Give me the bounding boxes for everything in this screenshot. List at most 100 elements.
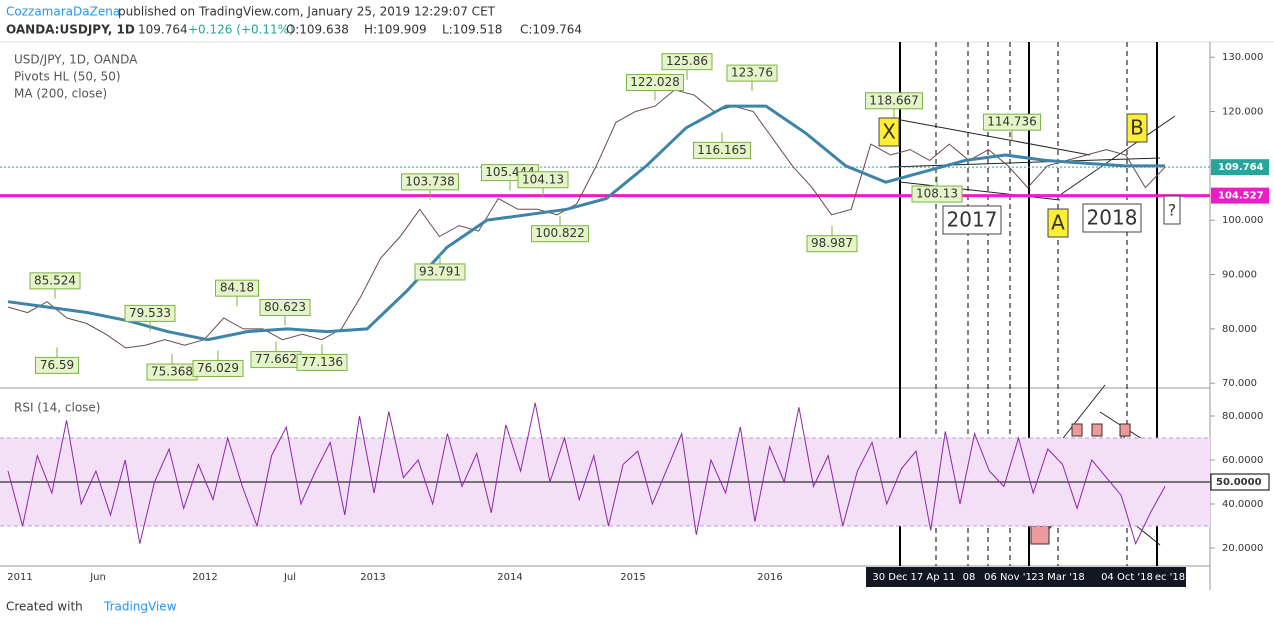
pivot-label: 76.029 [197, 361, 239, 375]
pivot-label: 125.86 [666, 54, 708, 68]
author[interactable]: CozzamaraDaZena [6, 5, 120, 19]
pivot-label: 108.13 [916, 187, 958, 201]
pivot-label: 76.59 [40, 358, 74, 372]
pivot-label: 77.136 [301, 355, 343, 369]
pivot-box [806, 235, 858, 253]
annotation-box [1126, 113, 1148, 143]
pivot-label: 104.13 [522, 172, 564, 186]
pivot-label: 116.165 [697, 143, 747, 157]
x-tick-label: ec '18 [1155, 572, 1185, 583]
created-with: Created with [6, 600, 83, 614]
annotation: 2018 [1087, 206, 1138, 230]
x-tick-label: 2013 [360, 572, 385, 583]
y-tick-label: 90.000 [1222, 270, 1257, 281]
pivot-box [626, 74, 684, 92]
low: L:109.518 [442, 23, 502, 37]
x-tick-label: 06 Nov '1 [984, 572, 1032, 583]
change: +0.126 (+0.11%) [188, 23, 294, 37]
last-price: 109.764 [138, 23, 188, 37]
rsi-markers [1030, 423, 1131, 545]
marker [1030, 525, 1050, 545]
pivot-label: 118.667 [869, 93, 919, 107]
annotation-box [942, 205, 1002, 235]
annotation: A [1051, 211, 1065, 235]
annotation-box [878, 117, 900, 147]
x-tick-label: 23 Mar '18 [1031, 572, 1084, 583]
pivot-box [259, 298, 311, 316]
pivot-box [215, 279, 259, 297]
y-tick-label: 80.0000 [1222, 411, 1263, 422]
pivot-label: 122.028 [630, 75, 680, 89]
pivot-label: 77.662 [255, 352, 297, 366]
x-tick-label: 04 Oct '18 [1101, 572, 1153, 583]
brand[interactable]: TradingView [103, 600, 177, 614]
high: H:109.909 [364, 23, 427, 37]
x-tick-label: 2012 [192, 572, 217, 583]
open: O:109.638 [286, 23, 349, 37]
x-tick-label: 2014 [497, 572, 522, 583]
pivot-label: 98.987 [811, 236, 853, 250]
marker [1119, 423, 1131, 437]
pivot-box [983, 113, 1041, 131]
pivot-box [296, 353, 348, 371]
pivot-box [911, 185, 963, 203]
price-tag-label: 109.764 [1218, 162, 1264, 173]
annotation: 2017 [947, 208, 998, 232]
x-tick-label: 30 Dec [872, 572, 907, 583]
y-tick-label: 130.000 [1222, 52, 1263, 63]
x-tick-label: 17 Ap [910, 572, 939, 583]
indicator: MA (200, close) [14, 87, 107, 101]
price-tag-label: 104.527 [1218, 191, 1264, 202]
annotation-box [1082, 203, 1142, 233]
annotation-box [1047, 208, 1069, 238]
pivot-label: 114.736 [987, 115, 1037, 129]
x-tick-label: 2016 [757, 572, 782, 583]
x-tick-label: 2011 [7, 572, 32, 583]
pivot-box [29, 272, 81, 290]
pivot-box [661, 53, 713, 71]
x-tick-label: Jun [89, 572, 106, 583]
x-tick-label: 11 [943, 572, 956, 583]
y-tick-label: 100.000 [1222, 215, 1263, 226]
y-tick-label: 40.0000 [1222, 499, 1263, 510]
pivot-box [693, 141, 751, 159]
trend-line [889, 117, 1091, 156]
price-tag [1211, 159, 1269, 176]
midline-tag [1210, 473, 1270, 491]
y-tick-label: 80.000 [1222, 324, 1257, 335]
pivot-box [726, 64, 778, 82]
series-line [7, 104, 1165, 342]
pivot-label: 75.368 [151, 365, 193, 379]
y-tick-label: 60.0000 [1222, 455, 1263, 466]
y-tick-label: 120.000 [1222, 107, 1263, 118]
published: published on TradingView.com, January 25… [118, 5, 496, 19]
symbol: OANDA:USDJPY, 1D [6, 23, 135, 37]
pivot-label: 85.524 [34, 273, 76, 287]
y-tick-label: 70.000 [1222, 378, 1257, 389]
pivot-label: 100.822 [535, 226, 585, 240]
pivot-box [124, 304, 176, 322]
pivot-box [35, 356, 79, 374]
annotation: X [882, 120, 896, 144]
annotation-box [1163, 195, 1181, 225]
pivot-label: 123.76 [731, 66, 773, 80]
marker [1091, 423, 1103, 437]
annotation: B [1130, 116, 1144, 140]
trend-line [1059, 115, 1176, 196]
pane-title: RSI (14, close) [14, 401, 100, 415]
trend-line [889, 157, 1161, 168]
pivot-label: 93.791 [419, 264, 461, 278]
series-line [7, 402, 1166, 545]
pivot-box [517, 171, 569, 189]
pivot-label: 79.533 [129, 306, 171, 320]
price-tag [1211, 187, 1269, 204]
pane-title: USD/JPY, 1D, OANDA [14, 53, 138, 67]
pivot-label: 103.738 [405, 174, 455, 188]
time-range-highlight [866, 567, 1186, 587]
y-tick-label: 20.0000 [1222, 543, 1263, 554]
pivot-box [401, 173, 459, 191]
midline-label: 50.0000 [1216, 477, 1262, 488]
pivot-box [865, 92, 923, 110]
